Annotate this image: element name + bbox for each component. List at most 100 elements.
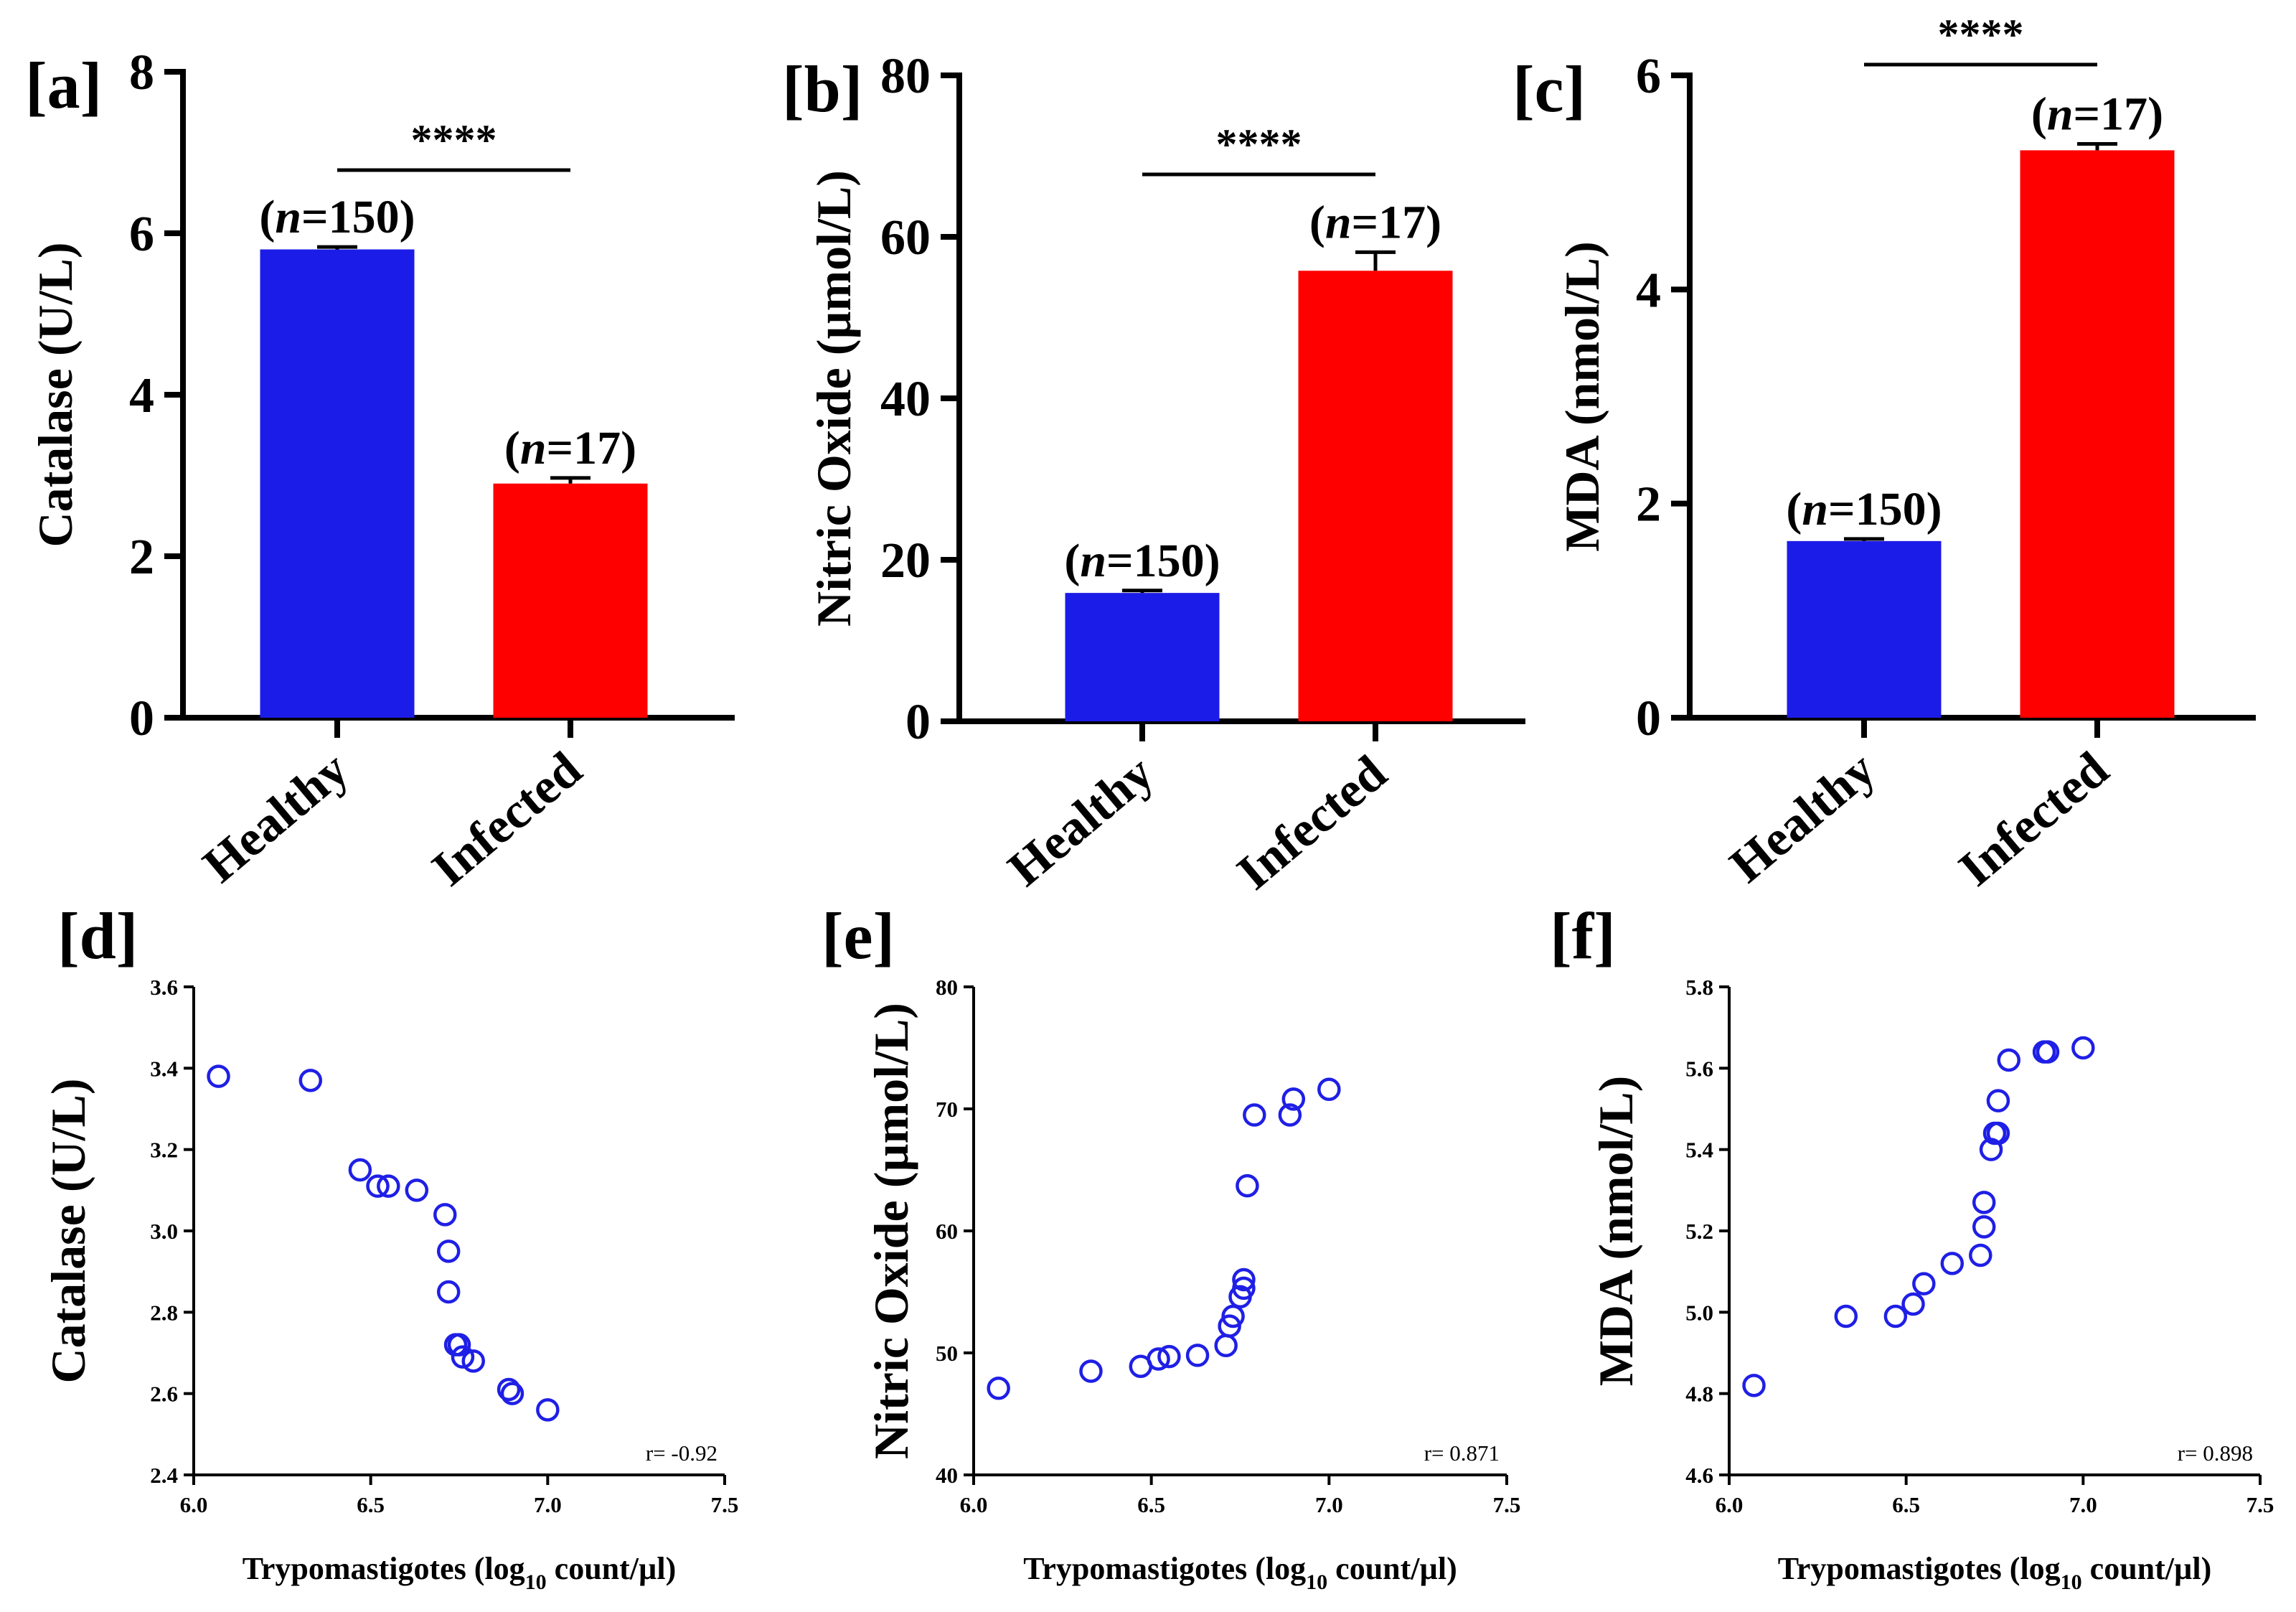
- error-bar: [550, 476, 591, 484]
- n-annotation: (n=17): [2031, 88, 2163, 140]
- x-tick-label: 6.5: [1892, 1492, 1920, 1517]
- y-tick-label: 3.4: [150, 1056, 178, 1081]
- bar-healthy: [1787, 540, 1942, 718]
- data-point: [1883, 1304, 1908, 1329]
- n-annotation: (n=17): [1309, 196, 1441, 248]
- x-tick-label: 6.0: [960, 1492, 988, 1517]
- y-tick-label: 6: [129, 207, 154, 262]
- x-tick-label: 7.0: [534, 1492, 562, 1517]
- y-tick-label: 3.2: [150, 1138, 178, 1163]
- y-tick-label: 4: [129, 368, 154, 423]
- data-point: [433, 1203, 457, 1227]
- data-point: [1972, 1191, 1996, 1214]
- correlation-label: r= 0.898: [2178, 1440, 2253, 1466]
- x-tick-label: 6.5: [357, 1492, 385, 1517]
- data-point: [1901, 1292, 1925, 1316]
- data-point: [1232, 1267, 1256, 1292]
- x-axis-title: Trypomastigotes (log10 count/µl): [1023, 1551, 1457, 1594]
- y-tick-label: 40: [880, 372, 931, 427]
- y-tick-label: 3.6: [150, 975, 178, 1000]
- data-point: [1079, 1359, 1103, 1383]
- data-point: [1742, 1374, 1766, 1397]
- x-axis-title: Trypomastigotes (log10 count/µl): [1778, 1551, 2212, 1594]
- x-category-label: Healthy: [193, 741, 359, 893]
- data-point: [536, 1398, 560, 1422]
- data-point: [1972, 1215, 1996, 1239]
- data-point: [447, 1333, 471, 1356]
- data-point: [348, 1158, 372, 1182]
- panel-label: [d]: [57, 899, 138, 973]
- data-point: [1986, 1089, 2010, 1112]
- y-tick-label: 5.8: [1685, 975, 1713, 1000]
- data-point: [1997, 1048, 2020, 1072]
- data-point: [377, 1174, 400, 1198]
- significance-stars: ****: [411, 116, 497, 164]
- scatter-chart-d: [d] 2.4 2.6 2.8 3.0 3.2 3.4 3.6 6.0 6.5 7.0 7.5 Cata…: [41, 899, 738, 1594]
- n-annotation: (n=150): [1064, 535, 1220, 587]
- data-point: [1147, 1347, 1170, 1371]
- y-tick-label: 5.6: [1685, 1056, 1713, 1081]
- data-point: [461, 1349, 485, 1373]
- n-annotation: (n=150): [259, 191, 415, 243]
- y-tick-label: 80: [880, 49, 931, 104]
- y-tick-label: 20: [880, 533, 931, 589]
- data-point: [1278, 1103, 1302, 1127]
- data-point: [1834, 1304, 1858, 1329]
- data-point: [1236, 1173, 1259, 1198]
- data-point: [451, 1345, 475, 1369]
- y-tick-label: 50: [936, 1341, 958, 1366]
- correlation-label: r= 0.871: [1424, 1440, 1500, 1466]
- bar-infected: [1298, 271, 1453, 721]
- y-tick-label: 6: [1636, 49, 1661, 104]
- data-point: [405, 1178, 429, 1202]
- error-bar: [1355, 250, 1396, 271]
- data-point: [2036, 1040, 2060, 1064]
- data-point: [1243, 1103, 1266, 1127]
- y-axis-title: Nitric Oxide (µmol/L): [864, 1003, 918, 1459]
- y-tick-label: 60: [936, 1219, 958, 1244]
- significance-stars: ****: [1216, 121, 1302, 168]
- y-axis-title: Catalase (U/L): [41, 1079, 95, 1384]
- data-point: [500, 1382, 524, 1405]
- panel-label: [f]: [1550, 899, 1616, 973]
- y-tick-label: 5.0: [1685, 1300, 1713, 1325]
- x-category-label: Infected: [1949, 741, 2119, 896]
- y-tick-label: 0: [1636, 691, 1661, 746]
- bar-chart-b: [b] 0 20 40 60 80 Nitric Oxide (µmol/L) Healthy…: [782, 49, 1525, 901]
- x-tick-label: 6.5: [1137, 1492, 1165, 1517]
- y-tick-label: 4.6: [1685, 1463, 1713, 1488]
- x-tick-label: 6.0: [1716, 1492, 1744, 1517]
- data-point: [1969, 1243, 1992, 1267]
- n-annotation: (n=17): [504, 422, 636, 474]
- y-tick-label: 0: [129, 691, 154, 746]
- panel-label: [a]: [25, 49, 102, 122]
- y-axis-title: Catalase (U/L): [28, 243, 83, 548]
- correlation-label: r= -0.92: [646, 1440, 718, 1466]
- data-point: [2071, 1036, 2095, 1060]
- data-point: [436, 1240, 461, 1263]
- x-category-label: Healthy: [998, 745, 1164, 896]
- data-point: [1214, 1334, 1238, 1358]
- data-point: [1317, 1077, 1341, 1102]
- y-tick-label: 8: [129, 45, 154, 100]
- x-tick-label: 7.5: [1493, 1492, 1521, 1517]
- data-point: [1221, 1304, 1245, 1329]
- bar-chart-c: [c] 0 2 4 6 MDA (nmol/L) Healthy (n=150) Infecte…: [1512, 11, 2256, 897]
- y-axis-title: Nitric Oxide (µmol/L): [806, 170, 861, 627]
- data-point: [1232, 1276, 1256, 1301]
- y-tick-label: 0: [905, 695, 931, 750]
- scatter-chart-e: [e] 40 50 60 70 80 6.0 6.5 7.0 7.5 Nitric Oxide (µ…: [822, 899, 1520, 1594]
- y-tick-label: 5.2: [1685, 1219, 1713, 1244]
- panel-label: [c]: [1512, 52, 1586, 126]
- data-point: [207, 1064, 230, 1088]
- x-tick-label: 7.5: [2246, 1492, 2274, 1517]
- bar-infected: [493, 483, 648, 718]
- x-category-label: Healthy: [1720, 741, 1886, 893]
- data-point: [1940, 1252, 1965, 1275]
- y-tick-label: 60: [880, 210, 931, 266]
- x-tick-label: 7.0: [2069, 1492, 2097, 1517]
- panel-label: [b]: [782, 52, 862, 126]
- y-tick-label: 4.8: [1685, 1382, 1713, 1407]
- x-category-label: Infected: [422, 741, 592, 896]
